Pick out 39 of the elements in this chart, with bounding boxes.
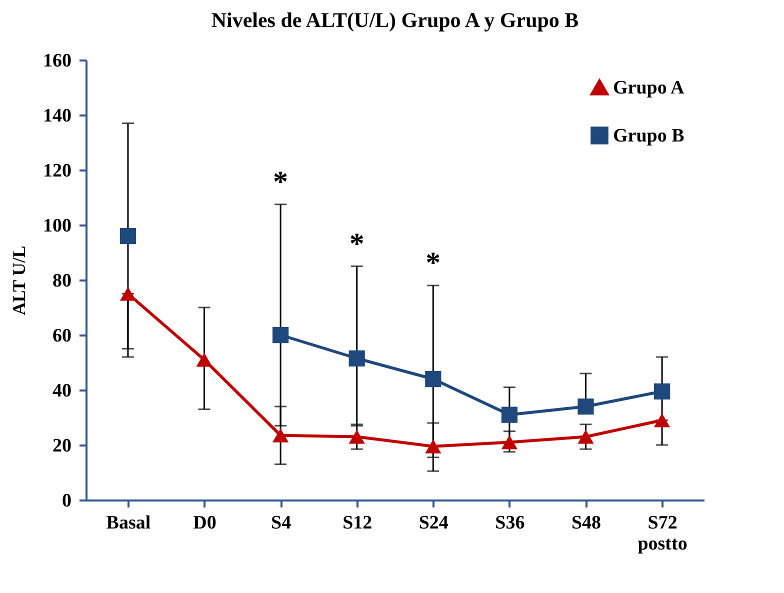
y-tick-label: 0 [62, 490, 72, 512]
y-tick-label: 40 [52, 380, 72, 402]
x-tick-label: S4 [271, 512, 292, 534]
point [501, 435, 518, 450]
y-tick-label: 80 [52, 270, 72, 292]
point [348, 350, 365, 366]
y-tick-label: 60 [52, 326, 72, 346]
x-tick-label: Basal [106, 512, 151, 534]
y-tick-label: 120 [43, 160, 72, 182]
point [272, 428, 289, 442]
point [120, 228, 136, 244]
x-tick-label: S12 [342, 512, 372, 534]
point [120, 286, 136, 301]
y-tick-label: 100 [43, 216, 72, 236]
x-tick-label: S72 postto [638, 512, 688, 554]
annotation: * [273, 165, 288, 198]
x-tick-label: S48 [571, 512, 602, 534]
point [578, 430, 594, 444]
y-tick-label: 160 [43, 50, 72, 72]
annotation: * [349, 227, 364, 260]
x-tick-label: S36 [495, 512, 525, 534]
annotation: * [426, 246, 441, 280]
y-tick-label: 140 [43, 106, 72, 126]
point [425, 370, 442, 388]
point [196, 352, 212, 367]
point [348, 430, 365, 444]
x-tick-label: S24 [418, 512, 449, 534]
legend-label: Grupo B [613, 126, 685, 146]
point [272, 326, 289, 344]
point [501, 406, 518, 423]
point [654, 413, 670, 428]
point [578, 398, 594, 415]
legend-label: Grupo A [613, 78, 685, 98]
chart-title: Niveles de ALT(U/L) Grupo A y Grupo B [211, 8, 579, 32]
point [654, 383, 670, 400]
point [425, 439, 442, 454]
y-tick-label: 20 [52, 436, 72, 456]
y-axis-title: ALT U/L [9, 246, 29, 316]
x-tick-label: D0 [193, 512, 216, 534]
